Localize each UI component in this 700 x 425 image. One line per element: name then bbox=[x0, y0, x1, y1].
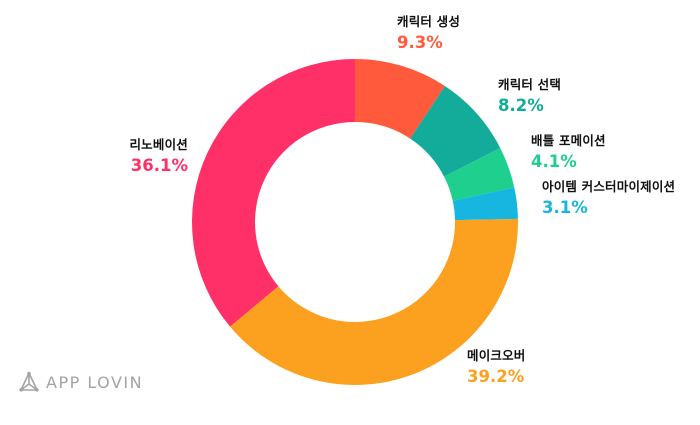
donut-slice-2 bbox=[444, 147, 515, 201]
donut-slice-5 bbox=[191, 59, 355, 327]
slice-label-battle-formation: 배틀 포메이션 4.1% bbox=[531, 134, 606, 171]
slice-percent: 39.2% bbox=[467, 366, 525, 386]
slice-label-character-creation: 캐릭터 생성 9.3% bbox=[397, 15, 460, 52]
slice-name: 아이템 커스터마이제이션 bbox=[542, 179, 676, 194]
slice-name: 배틀 포메이션 bbox=[531, 133, 606, 148]
donut-slice-0 bbox=[355, 59, 445, 139]
slice-label-renovation: 리노베이션 36.1% bbox=[108, 138, 188, 175]
slice-name: 리노베이션 bbox=[129, 137, 188, 152]
donut-slice-1 bbox=[410, 86, 501, 177]
slice-label-item-customization: 아이템 커스터마이제이션 3.1% bbox=[542, 180, 675, 217]
donut-slice-3 bbox=[452, 187, 518, 221]
slice-name: 캐릭터 생성 bbox=[397, 14, 461, 29]
slice-label-makeover: 메이크오버 39.2% bbox=[467, 349, 526, 386]
slice-label-character-select: 캐릭터 선택 8.2% bbox=[498, 78, 561, 115]
applovin-logo: APP LOVIN bbox=[18, 371, 143, 393]
brand-text: APP LOVIN bbox=[46, 372, 144, 392]
slice-percent: 3.1% bbox=[542, 197, 588, 217]
slice-percent: 36.1% bbox=[130, 155, 188, 175]
applovin-icon bbox=[19, 371, 39, 392]
slice-name: 메이크오버 bbox=[467, 348, 526, 363]
slice-percent: 4.1% bbox=[531, 151, 577, 171]
slice-percent: 9.3% bbox=[397, 32, 443, 52]
slice-name: 캐릭터 선택 bbox=[498, 77, 562, 92]
donut-slice-4 bbox=[230, 218, 518, 386]
donut-slices bbox=[191, 59, 518, 386]
slice-percent: 8.2% bbox=[498, 95, 544, 115]
